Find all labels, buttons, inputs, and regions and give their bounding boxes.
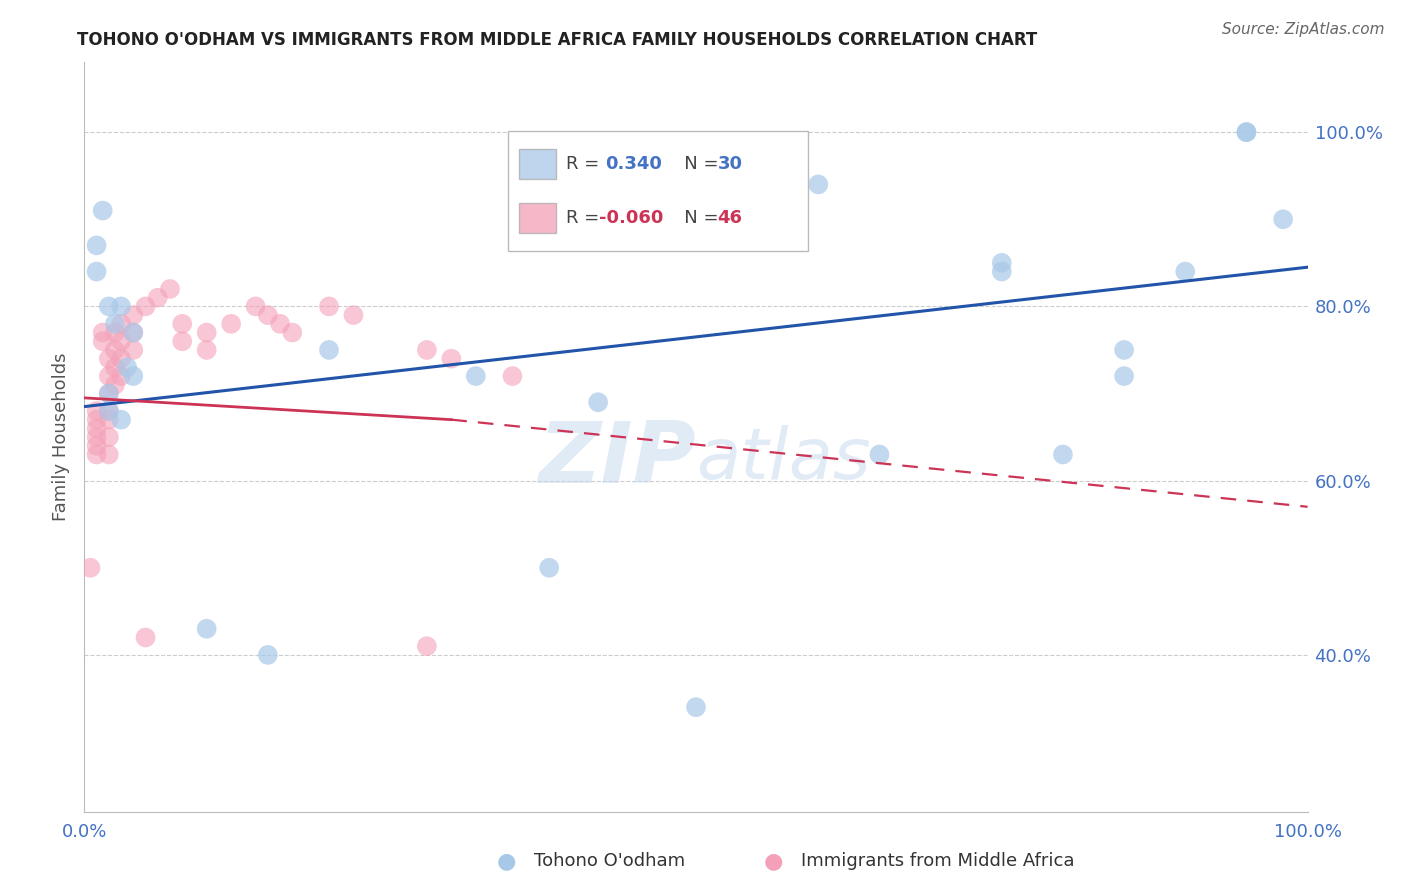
Point <box>86 439 108 453</box>
Text: N =: N = <box>666 209 724 227</box>
Point <box>97 386 120 401</box>
Point <box>172 317 194 331</box>
Point <box>269 317 291 331</box>
Point <box>159 282 181 296</box>
Point <box>1114 369 1136 384</box>
Text: ●: ● <box>763 851 783 871</box>
Point <box>110 299 132 313</box>
Point <box>122 369 145 384</box>
Point <box>91 334 114 349</box>
Text: ●: ● <box>496 851 516 871</box>
Point <box>416 639 439 653</box>
Point <box>97 430 120 444</box>
Point <box>97 404 120 418</box>
Point <box>318 299 340 313</box>
Point <box>195 343 218 357</box>
Point <box>86 238 108 252</box>
Point <box>1052 448 1074 462</box>
Text: 46: 46 <box>717 209 742 227</box>
Point <box>104 326 127 340</box>
Point <box>416 343 439 357</box>
Point <box>257 648 280 662</box>
Point <box>86 430 108 444</box>
Point <box>104 317 127 331</box>
Point <box>79 561 101 575</box>
Point <box>97 369 120 384</box>
Point <box>146 291 169 305</box>
Text: 0.340: 0.340 <box>605 155 662 173</box>
Point <box>97 299 120 313</box>
Text: Source: ZipAtlas.com: Source: ZipAtlas.com <box>1222 22 1385 37</box>
Point <box>1236 125 1258 139</box>
Point <box>195 326 218 340</box>
Text: 30: 30 <box>717 155 742 173</box>
Point <box>342 308 364 322</box>
Point <box>97 448 120 462</box>
Point <box>440 351 463 366</box>
Point <box>110 369 132 384</box>
Point <box>115 360 138 375</box>
Text: atlas: atlas <box>696 425 870 494</box>
Point <box>464 369 486 384</box>
Point <box>172 334 194 349</box>
Point <box>245 299 267 313</box>
Text: N =: N = <box>666 155 724 173</box>
Point <box>685 700 707 714</box>
Point <box>110 351 132 366</box>
Point <box>110 334 132 349</box>
Point <box>1236 125 1258 139</box>
Text: ZIP: ZIP <box>538 418 696 501</box>
Text: R =: R = <box>565 155 610 173</box>
Point <box>122 343 145 357</box>
Point <box>1174 264 1197 278</box>
Point <box>586 395 609 409</box>
Point <box>219 317 242 331</box>
Point <box>86 421 108 435</box>
Point <box>86 412 108 426</box>
Point <box>86 448 108 462</box>
Point <box>110 412 132 426</box>
Point <box>97 386 120 401</box>
Point <box>86 264 108 278</box>
Text: -0.060: -0.060 <box>599 209 664 227</box>
Point <box>97 404 120 418</box>
Y-axis label: Family Households: Family Households <box>52 353 70 521</box>
Point <box>86 404 108 418</box>
Point <box>281 326 304 340</box>
Point <box>538 561 561 575</box>
Point <box>104 360 127 375</box>
Point <box>97 351 120 366</box>
Point <box>1114 343 1136 357</box>
Text: Tohono O'odham: Tohono O'odham <box>534 852 685 870</box>
Point <box>135 631 157 645</box>
Text: TOHONO O'ODHAM VS IMMIGRANTS FROM MIDDLE AFRICA FAMILY HOUSEHOLDS CORRELATION CH: TOHONO O'ODHAM VS IMMIGRANTS FROM MIDDLE… <box>77 31 1038 49</box>
Point <box>91 326 114 340</box>
Point <box>122 326 145 340</box>
Text: R =: R = <box>565 209 605 227</box>
Point <box>991 264 1014 278</box>
Point <box>991 256 1014 270</box>
Point <box>318 343 340 357</box>
Point <box>122 326 145 340</box>
Text: Immigrants from Middle Africa: Immigrants from Middle Africa <box>801 852 1076 870</box>
Point <box>869 448 891 462</box>
Point <box>502 369 524 384</box>
Point <box>257 308 280 322</box>
Point <box>104 377 127 392</box>
Point <box>135 299 157 313</box>
Point <box>104 343 127 357</box>
Point <box>97 412 120 426</box>
Point <box>122 308 145 322</box>
Point <box>1272 212 1295 227</box>
Point <box>91 203 114 218</box>
Point <box>195 622 218 636</box>
Point <box>110 317 132 331</box>
Point <box>807 178 830 192</box>
